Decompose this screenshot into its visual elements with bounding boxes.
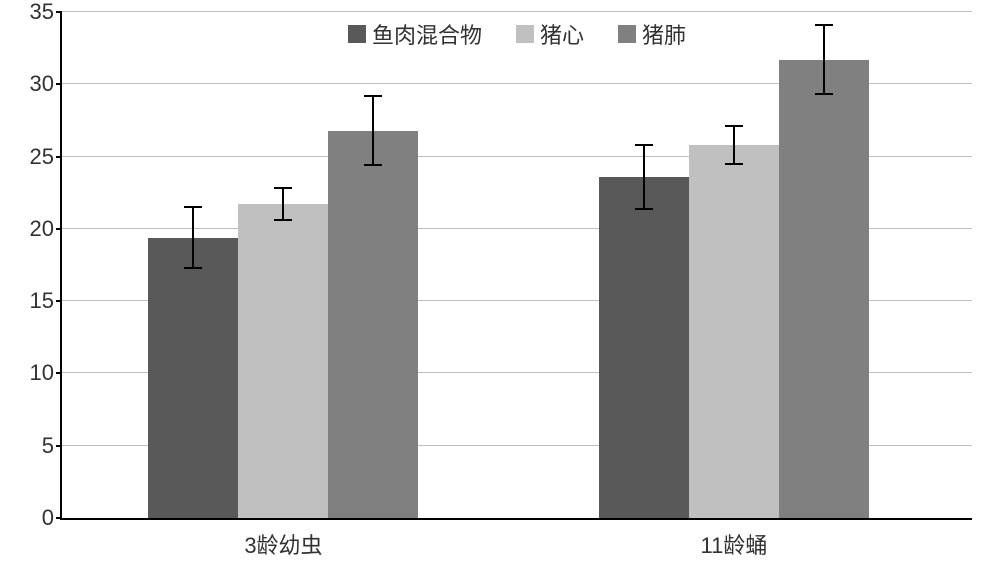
legend-label: 猪肺 — [642, 18, 686, 50]
bar — [238, 204, 328, 518]
error-bar — [635, 145, 653, 209]
y-tick-label: 30 — [30, 71, 62, 97]
legend-item: 鱼肉混合物 — [348, 18, 482, 50]
error-bar — [815, 25, 833, 94]
legend: 鱼肉混合物 猪心 猪肺 — [348, 18, 686, 50]
bar — [779, 60, 869, 518]
y-tick-label: 10 — [30, 360, 62, 386]
error-bar — [184, 207, 202, 268]
y-tick-label: 0 — [42, 505, 62, 531]
bar — [148, 238, 238, 518]
y-tick-label: 15 — [30, 288, 62, 314]
plot-area: 鱼肉混合物猪心猪肺 051015202530353龄幼虫11龄蛹 — [60, 12, 972, 520]
y-tick-label: 25 — [30, 144, 62, 170]
legend-item: 猪心 — [516, 18, 584, 50]
bar — [689, 145, 779, 518]
error-bar — [725, 126, 743, 164]
bar — [599, 177, 689, 518]
error-bar — [364, 96, 382, 165]
legend-swatch — [618, 25, 636, 43]
x-category-label: 11龄蛹 — [700, 518, 767, 560]
y-tick-label: 35 — [30, 0, 62, 25]
chart-container: 鱼肉混合物 猪心 猪肺 0 5 10 15 20 25 30 35 3龄幼虫 11龄蛹 — [0, 0, 1000, 573]
y-tick-label: 5 — [42, 433, 62, 459]
x-category-label: 3龄幼虫 — [244, 518, 322, 560]
bar — [328, 131, 418, 518]
legend-swatch — [348, 25, 366, 43]
legend-label: 鱼肉混合物 — [372, 18, 482, 50]
error-bar — [274, 188, 292, 220]
legend-swatch — [516, 25, 534, 43]
gridline — [62, 11, 972, 12]
y-tick-label: 20 — [30, 216, 62, 242]
legend-label: 猪心 — [540, 18, 584, 50]
legend-item: 猪肺 — [618, 18, 686, 50]
